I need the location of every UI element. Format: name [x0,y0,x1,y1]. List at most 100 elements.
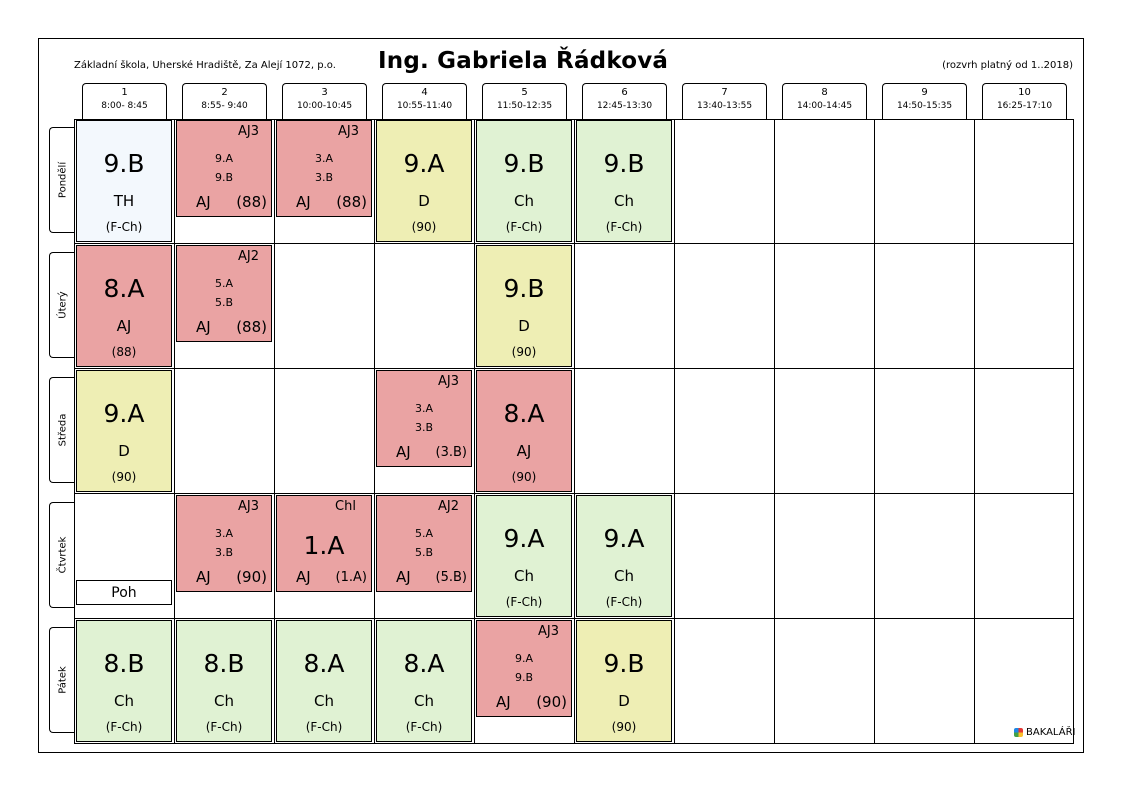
lesson-subject: AJ [516,442,532,460]
column-divider [274,119,275,744]
lesson-room: (90) [236,568,267,586]
lesson-cell[interactable]: 8.A Ch (F-Ch) [376,620,472,742]
column-divider [374,119,375,744]
day-label-thursday: Čtvrtek [49,502,75,608]
lesson-class: 3.B [414,421,434,434]
lesson-cell[interactable]: AJ3 9.A 9.B AJ (88) [176,120,272,217]
lesson-cell[interactable]: AJ2 5.A 5.B AJ (88) [176,245,272,342]
lesson-cell[interactable]: 9.B D (90) [476,245,572,367]
period-header: 4 10:55-11:40 [382,83,467,119]
lesson-subject: AJ [116,317,132,335]
school-name: Základní škola, Uherské Hradiště, Za Ale… [74,60,336,71]
lesson-room: (F-Ch) [605,220,643,234]
logo-text: BAKALÁŘI [1026,727,1076,738]
lesson-class: 9.B [603,649,645,678]
lesson-cell[interactable]: 9.A Ch (F-Ch) [576,495,672,617]
lesson-cell[interactable]: 8.B Ch (F-Ch) [76,620,172,742]
column-divider [974,119,975,744]
lesson-cell[interactable]: 8.A Ch (F-Ch) [276,620,372,742]
lesson-cell[interactable]: 9.B TH (F-Ch) [76,120,172,242]
lesson-room: (88) [236,193,267,211]
column-divider [474,119,475,744]
lesson-room: (90) [511,345,537,359]
lesson-room: (F-Ch) [605,595,643,609]
lesson-room: (88) [111,345,137,359]
lesson-group: AJ3 [338,124,359,139]
page-frame [38,38,1084,753]
lesson-subject: D [518,317,530,335]
lesson-subject: Ch [614,192,634,210]
lesson-cell[interactable]: 9.A D (90) [376,120,472,242]
period-header: 6 12:45-13:30 [582,83,667,119]
period-header: 8 14:00-14:45 [782,83,867,119]
lesson-class: 8.B [103,649,145,678]
lesson-room: (F-Ch) [205,720,243,734]
lesson-cell[interactable]: 9.B D (90) [576,620,672,742]
lesson-class: 8.A [103,274,145,303]
lesson-class: 8.A [303,649,345,678]
column-divider [774,119,775,744]
day-label-friday: Pátek [49,627,75,733]
lesson-subject: Poh [111,585,137,601]
lesson-room: (F-Ch) [505,220,543,234]
lesson-cell[interactable]: AJ3 3.A 3.B AJ (3.B) [376,370,472,467]
lesson-cell[interactable]: 8.B Ch (F-Ch) [176,620,272,742]
day-label-tuesday: Úterý [49,252,75,358]
lesson-subject: AJ [296,193,311,211]
lesson-subject: Ch [414,692,434,710]
lesson-class: 9.B [603,149,645,178]
lesson-class: 8.B [203,649,245,678]
lesson-room: (88) [336,193,367,211]
column-divider [874,119,875,744]
lesson-subject: AJ [496,693,511,711]
column-divider [574,119,575,744]
lesson-subject: Ch [614,567,634,585]
lesson-cell[interactable]: 8.A AJ (90) [476,370,572,492]
lesson-class: 5.A [414,527,434,540]
lesson-cell[interactable]: AJ2 5.A 5.B AJ (5.B) [376,495,472,592]
lesson-cell[interactable]: 9.B Ch (F-Ch) [476,120,572,242]
lesson-group: AJ2 [238,249,259,264]
lesson-cell[interactable]: AJ3 3.A 3.B AJ (88) [276,120,372,217]
lesson-subject: Ch [314,692,334,710]
lesson-class: 5.B [214,296,234,309]
lesson-group: AJ3 [438,374,459,389]
lesson-group: AJ3 [238,499,259,514]
lesson-subject: AJ [396,568,411,586]
lesson-subject: D [618,692,630,710]
lesson-cell[interactable]: Chl 1.A AJ (1.A) [276,495,372,592]
lesson-class: 3.A [214,527,234,540]
lesson-room: (90) [511,470,537,484]
lesson-cell[interactable]: AJ3 3.A 3.B AJ (90) [176,495,272,592]
lesson-class: 9.B [214,171,234,184]
bakalari-logo: BAKALÁŘI [1014,727,1075,738]
period-header: 7 13:40-13:55 [682,83,767,119]
lesson-cell[interactable]: 9.B Ch (F-Ch) [576,120,672,242]
lesson-room: (F-Ch) [105,220,143,234]
period-header: 9 14:50-15:35 [882,83,967,119]
lesson-room: (F-Ch) [405,720,443,734]
lesson-class: 8.A [503,399,545,428]
lesson-subject: D [118,442,130,460]
lesson-cell[interactable]: Poh [76,580,172,605]
lesson-group: AJ3 [238,124,259,139]
lesson-room: (F-Ch) [505,595,543,609]
lesson-room: (90) [111,470,137,484]
validity-note: (rozvrh platný od 1..2018) [942,60,1073,71]
lesson-cell[interactable]: AJ3 9.A 9.B AJ (90) [476,620,572,717]
lesson-subject: Ch [114,692,134,710]
period-header: 1 8:00- 8:45 [82,83,167,119]
lesson-cell[interactable]: 8.A AJ (88) [76,245,172,367]
lesson-class: 9.A [514,652,534,665]
lesson-cell[interactable]: 9.A Ch (F-Ch) [476,495,572,617]
day-label-wednesday: Středa [49,377,75,483]
bakalari-logo-icon [1014,728,1023,737]
lesson-subject: TH [113,192,135,210]
lesson-class: 3.B [314,171,334,184]
lesson-subject: Ch [514,567,534,585]
lesson-cell[interactable]: 9.A D (90) [76,370,172,492]
lesson-class: 9.B [514,671,534,684]
lesson-class: 5.B [414,546,434,559]
day-label-monday: Pondělí [49,127,75,233]
lesson-class: 8.A [403,649,445,678]
